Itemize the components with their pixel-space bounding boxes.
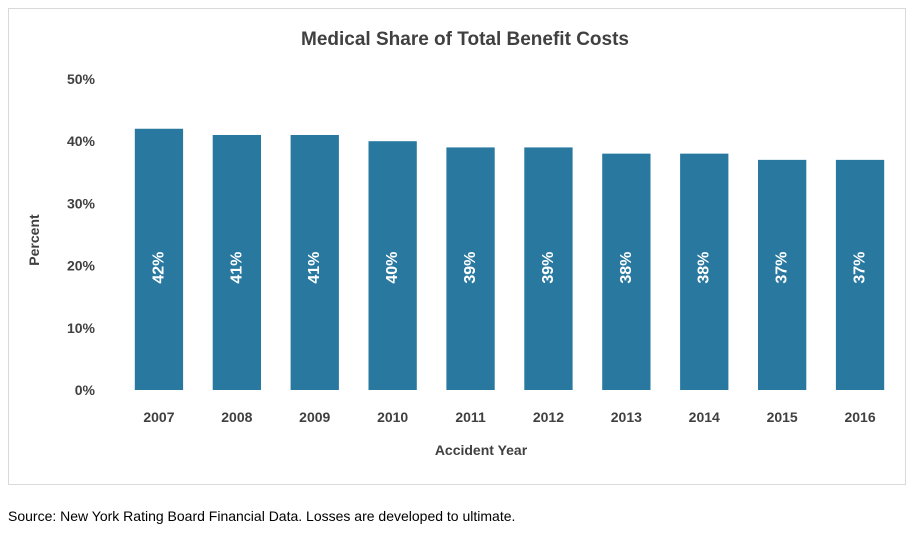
bar-chart: Medical Share of Total Benefit Costs 0% 1… [26, 29, 885, 458]
x-tick-label: 2016 [844, 409, 875, 425]
x-tick-label: 2013 [611, 409, 642, 425]
y-axis-label: Percent [26, 214, 42, 266]
bar [524, 147, 573, 390]
bar-data-label: 39% [540, 252, 557, 284]
bars [134, 128, 885, 390]
x-axis-label: Accident Year [435, 442, 528, 458]
chart-title: Medical Share of Total Benefit Costs [301, 29, 629, 50]
bar [602, 153, 651, 390]
y-tick-label: 30% [67, 195, 96, 211]
x-axis-ticks: 2007 2008 2009 2010 2011 2012 2013 2014 2015 2016 [143, 409, 875, 425]
bar-data-label: 42% [150, 252, 167, 284]
x-tick-label: 2011 [455, 409, 486, 425]
x-tick-label: 2010 [377, 409, 408, 425]
bar-data-label: 38% [696, 252, 713, 284]
bar-data-label: 41% [228, 252, 245, 284]
x-tick-label: 2009 [299, 409, 330, 425]
y-tick-label: 10% [67, 320, 96, 336]
bar-data-label: 37% [852, 252, 869, 284]
y-axis-ticks: 0% 10% 20% 30% 40% 50% [67, 71, 96, 398]
chart-frame: Medical Share of Total Benefit Costs 0% 1… [8, 8, 906, 485]
bar [212, 134, 261, 390]
x-tick-label: 2007 [143, 409, 174, 425]
bar-data-labels: 42% 41% 41% 40% 39% 39% 38% 38% 37% 37% [150, 252, 868, 284]
x-tick-label: 2012 [533, 409, 564, 425]
source-note: Source: New York Rating Board Financial … [8, 508, 516, 524]
bar-data-label: 41% [306, 252, 323, 284]
bar [680, 153, 729, 390]
bar [368, 141, 417, 390]
bar-data-label: 37% [774, 252, 791, 284]
bar-data-label: 40% [384, 252, 401, 284]
y-tick-label: 40% [67, 133, 96, 149]
bar [290, 134, 339, 390]
bar-data-label: 38% [618, 252, 635, 284]
y-tick-label: 0% [75, 382, 96, 398]
x-tick-label: 2008 [221, 409, 252, 425]
bar-data-label: 39% [462, 252, 479, 284]
bar [446, 147, 495, 390]
y-tick-label: 50% [67, 71, 96, 87]
bar [835, 159, 885, 390]
x-tick-label: 2014 [689, 409, 720, 425]
x-tick-label: 2015 [767, 409, 798, 425]
y-tick-label: 20% [67, 258, 96, 274]
bar [758, 159, 807, 390]
bar [134, 128, 184, 390]
